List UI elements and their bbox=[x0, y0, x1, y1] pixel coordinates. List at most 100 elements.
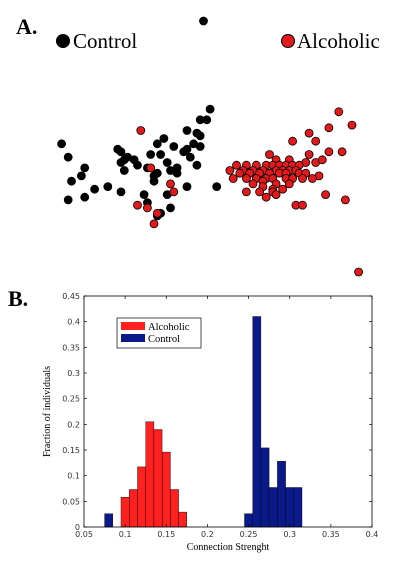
histogram-plot: 0.05 0.1 0.15 0.2 0.25 0.3 0.35 0.400.050.10.15… bbox=[42, 292, 378, 553]
control-point bbox=[195, 142, 205, 151]
x-tick-label: 0.2 bbox=[201, 530, 214, 539]
control-bar bbox=[285, 487, 295, 528]
scatter-plot bbox=[57, 16, 364, 277]
alcoholic-bar bbox=[137, 466, 146, 528]
y-tick-label: 0.2 bbox=[67, 420, 80, 429]
alcoholic-point bbox=[142, 203, 152, 213]
control-point bbox=[116, 158, 126, 167]
y-axis-label: Fraction of individuals bbox=[42, 366, 53, 457]
alcoholic-point bbox=[311, 136, 321, 146]
alcoholic-point bbox=[235, 168, 245, 178]
alcoholic-bar bbox=[129, 489, 138, 528]
alcoholic-point bbox=[149, 219, 159, 229]
y-tick-label: 0.25 bbox=[62, 395, 80, 404]
control-point bbox=[139, 190, 149, 200]
alcoholic-point bbox=[232, 160, 241, 170]
control-point bbox=[119, 166, 129, 175]
control-point bbox=[199, 16, 208, 26]
alcoholic-bar bbox=[178, 511, 188, 528]
alcoholic-point bbox=[298, 174, 307, 183]
alcoholic-point bbox=[133, 200, 142, 210]
x-tick-label: 0.25 bbox=[240, 530, 258, 539]
control-point bbox=[90, 184, 99, 194]
alcoholic-point bbox=[225, 166, 235, 175]
y-tick-label: 0.45 bbox=[62, 292, 80, 301]
control-point bbox=[63, 152, 73, 162]
control-point bbox=[179, 147, 189, 157]
legend-alcoholic-marker bbox=[281, 34, 295, 48]
control-point bbox=[133, 160, 142, 170]
alcoholic-point bbox=[288, 136, 298, 146]
control-point bbox=[152, 139, 162, 149]
control-point bbox=[77, 171, 86, 181]
y-tick-label: 0.05 bbox=[62, 497, 80, 506]
x-tick-label: 0.05 bbox=[75, 530, 93, 539]
control-point bbox=[63, 195, 73, 205]
x-tick-label: 0.4 bbox=[366, 530, 379, 539]
control-bar bbox=[277, 461, 286, 528]
panel-a-letter: A. bbox=[16, 14, 37, 39]
alcoholic-bar bbox=[161, 451, 171, 528]
control-point bbox=[146, 150, 156, 159]
alcoholic-point bbox=[347, 120, 357, 130]
alcoholic-point bbox=[169, 187, 179, 197]
legend-control-marker bbox=[56, 34, 70, 48]
y-tick-label: 0.3 bbox=[67, 369, 80, 378]
alcoholic-bar bbox=[120, 497, 130, 528]
alcoholic-point bbox=[307, 174, 317, 183]
control-point bbox=[156, 150, 166, 159]
panel-b-letter: B. bbox=[8, 286, 28, 311]
control-point bbox=[166, 203, 175, 213]
x-tick-label: 0.3 bbox=[283, 530, 296, 539]
alcoholic-point bbox=[284, 179, 294, 189]
control-bar bbox=[260, 447, 270, 528]
alcoholic-point bbox=[304, 150, 314, 159]
x-axis-label: Connection Strenght bbox=[187, 542, 270, 553]
y-tick-label: 0.35 bbox=[62, 343, 80, 352]
control-point bbox=[116, 187, 126, 197]
alcoholic-bar bbox=[153, 429, 163, 528]
control-point bbox=[57, 139, 66, 149]
y-tick-label: 0 bbox=[75, 523, 80, 532]
alcoholic-point bbox=[261, 192, 271, 202]
legend-control-label: Control bbox=[73, 29, 137, 53]
x-tick-label: 0.15 bbox=[157, 530, 175, 539]
control-bar bbox=[268, 487, 278, 528]
alcoholic-point bbox=[321, 190, 331, 200]
control-point bbox=[159, 134, 169, 143]
control-point bbox=[192, 160, 202, 170]
alcoholic-point bbox=[324, 147, 334, 157]
alcoholic-point bbox=[146, 163, 156, 173]
plot-frame bbox=[83, 295, 373, 528]
x-tick-label: 0.1 bbox=[119, 530, 132, 539]
alcoholic-point bbox=[340, 195, 350, 205]
y-tick-label: 0.1 bbox=[67, 472, 80, 481]
alcoholic-point bbox=[248, 179, 258, 189]
alcoholic-point bbox=[136, 126, 146, 135]
legend-alcoholic-swatch bbox=[121, 322, 145, 330]
control-point bbox=[162, 158, 172, 167]
alcoholic-point bbox=[304, 128, 314, 138]
control-point bbox=[182, 126, 192, 135]
alcoholic-point bbox=[241, 174, 251, 183]
alcoholic-point bbox=[265, 150, 274, 159]
alcoholic-point bbox=[271, 190, 281, 200]
x-tick-label: 0.35 bbox=[322, 530, 340, 539]
control-point bbox=[195, 131, 205, 141]
y-tick-label: 0.4 bbox=[67, 318, 80, 327]
control-bar bbox=[293, 487, 303, 528]
control-point bbox=[80, 192, 90, 202]
alcoholic-point bbox=[255, 187, 265, 197]
control-bar bbox=[252, 316, 262, 528]
alcoholic-point bbox=[241, 187, 251, 197]
legend-control-text: Control bbox=[148, 334, 180, 345]
alcoholic-point bbox=[228, 174, 238, 183]
alcoholic-point bbox=[324, 123, 334, 133]
alcoholic-bar bbox=[145, 421, 155, 528]
alcoholic-point bbox=[298, 200, 307, 210]
control-point bbox=[202, 115, 212, 125]
y-tick-label: 0.15 bbox=[62, 446, 80, 455]
control-point bbox=[116, 147, 126, 157]
